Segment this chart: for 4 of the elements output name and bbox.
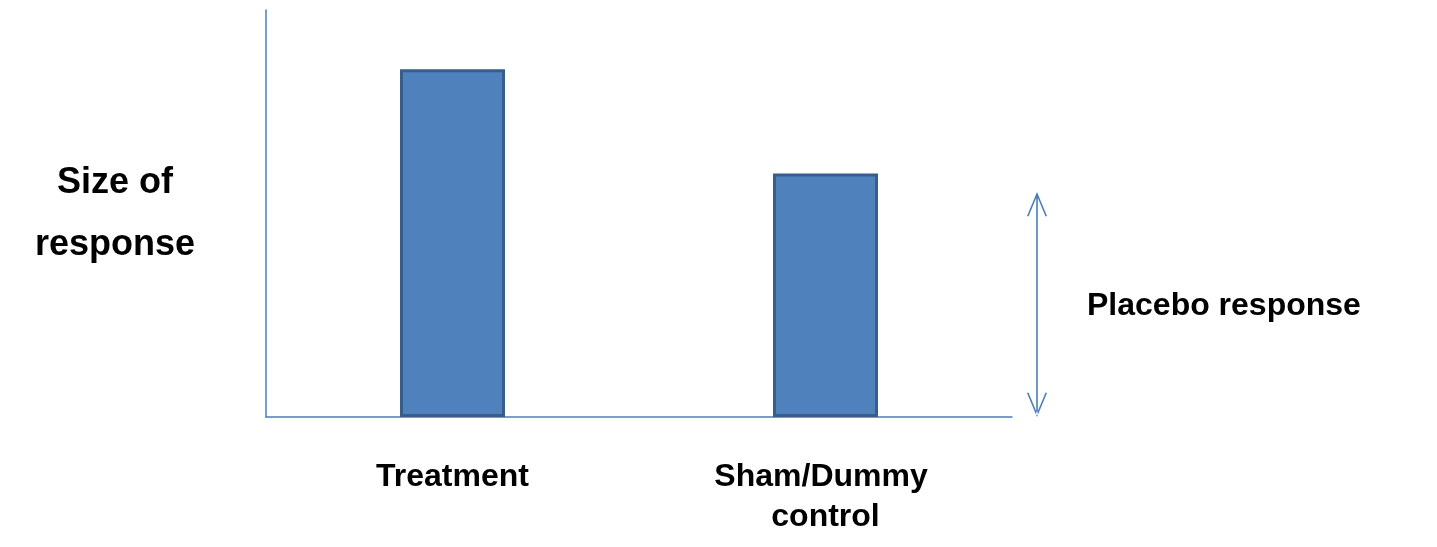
y-axis-title: Size of response [33, 159, 197, 265]
text: Placebo response [1087, 286, 1361, 322]
x-tick-label: Sham/Dummy control [714, 457, 937, 533]
x-tick-label: Treatment [376, 457, 530, 493]
